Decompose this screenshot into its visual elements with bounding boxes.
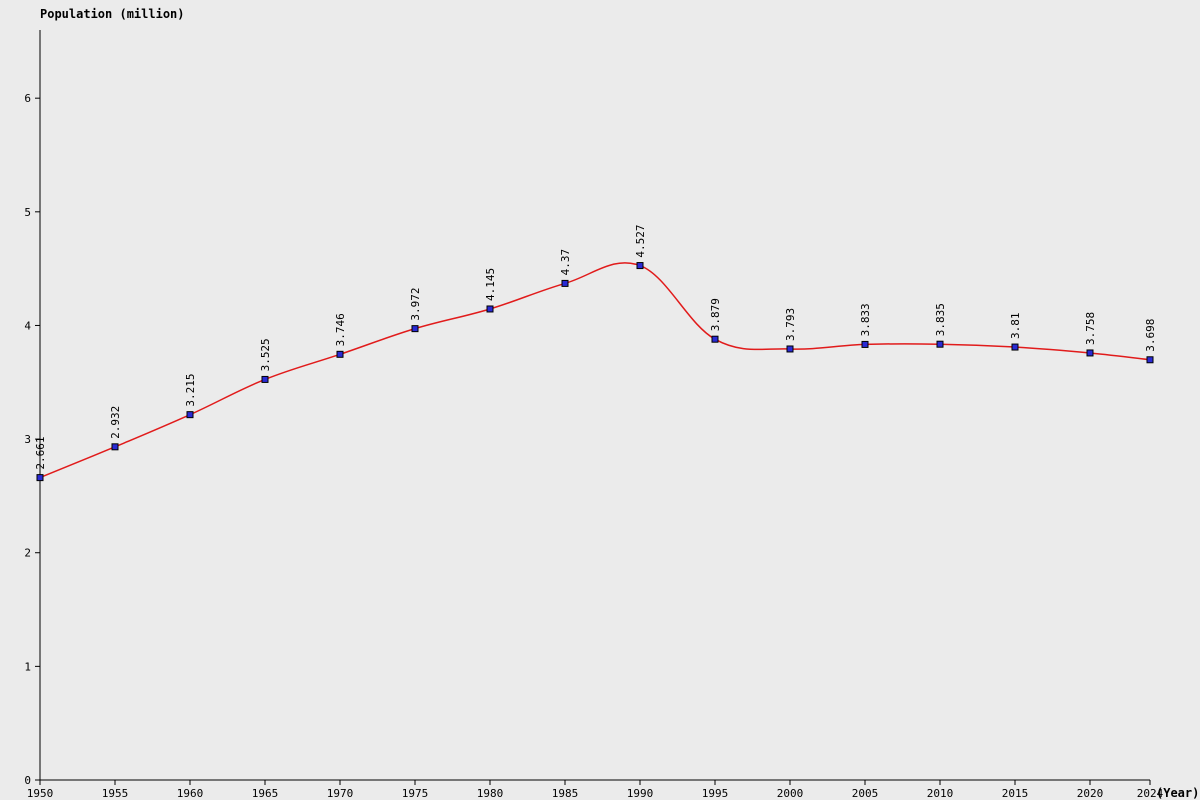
data-point-label: 2.661 <box>34 436 47 469</box>
x-tick-label: 1985 <box>552 787 579 800</box>
data-point-label: 3.746 <box>334 313 347 346</box>
data-point-label: 2.932 <box>109 406 122 439</box>
data-point-marker <box>862 341 868 347</box>
x-axis-title: (Year) <box>1156 786 1199 800</box>
x-tick-label: 2020 <box>1077 787 1104 800</box>
data-point-marker <box>562 280 568 286</box>
data-point-marker <box>112 444 118 450</box>
x-tick-label: 1970 <box>327 787 354 800</box>
data-point-marker <box>412 326 418 332</box>
data-point-marker <box>712 336 718 342</box>
x-tick-label: 1955 <box>102 787 129 800</box>
x-tick-label: 1990 <box>627 787 654 800</box>
data-point-marker <box>1087 350 1093 356</box>
data-point-marker <box>337 351 343 357</box>
data-point-marker <box>937 341 943 347</box>
x-tick-label: 2005 <box>852 787 879 800</box>
data-point-marker <box>187 412 193 418</box>
data-point-label: 3.525 <box>259 338 272 371</box>
x-tick-label: 1975 <box>402 787 429 800</box>
data-point-marker <box>1012 344 1018 350</box>
data-point-label: 3.972 <box>409 288 422 321</box>
x-tick-label: 1950 <box>27 787 54 800</box>
x-tick-label: 1980 <box>477 787 504 800</box>
data-point-marker <box>262 376 268 382</box>
axes <box>40 30 1150 780</box>
series-line <box>40 263 1150 478</box>
data-point-marker <box>637 263 643 269</box>
y-tick-label: 3 <box>24 433 31 446</box>
data-point-label: 3.833 <box>859 303 872 336</box>
y-tick-label: 0 <box>24 774 31 787</box>
population-line-chart: 1950 1955 1960 1965 1970 1975 1980 1985 1990 1995… <box>0 0 1200 800</box>
data-point-label: 3.215 <box>184 374 197 407</box>
data-point-label: 3.879 <box>709 298 722 331</box>
data-point-label: 3.698 <box>1144 319 1157 352</box>
y-tick-label: 1 <box>24 660 31 673</box>
data-point-label: 3.81 <box>1009 313 1022 340</box>
data-point-marker <box>787 346 793 352</box>
x-tick-label: 1965 <box>252 787 279 800</box>
data-point-label: 4.145 <box>484 268 497 301</box>
data-point-label: 4.527 <box>634 224 647 257</box>
x-tick-label: 2010 <box>927 787 954 800</box>
y-tick-label: 2 <box>24 547 31 560</box>
y-tick-label: 6 <box>24 92 31 105</box>
data-point-marker <box>37 475 43 481</box>
data-point-label: 3.835 <box>934 303 947 336</box>
x-tick-label: 1995 <box>702 787 729 800</box>
y-axis-title: Population (million) <box>40 7 185 21</box>
data-point-marker <box>1147 357 1153 363</box>
x-tick-label: 2000 <box>777 787 804 800</box>
data-point-label: 3.758 <box>1084 312 1097 345</box>
data-point-label: 4.37 <box>559 249 572 276</box>
y-tick-label: 5 <box>24 206 31 219</box>
y-tick-label: 4 <box>24 319 31 332</box>
x-tick-label: 2015 <box>1002 787 1029 800</box>
x-tick-label: 1960 <box>177 787 204 800</box>
data-point-label: 3.793 <box>784 308 797 341</box>
data-point-marker <box>487 306 493 312</box>
